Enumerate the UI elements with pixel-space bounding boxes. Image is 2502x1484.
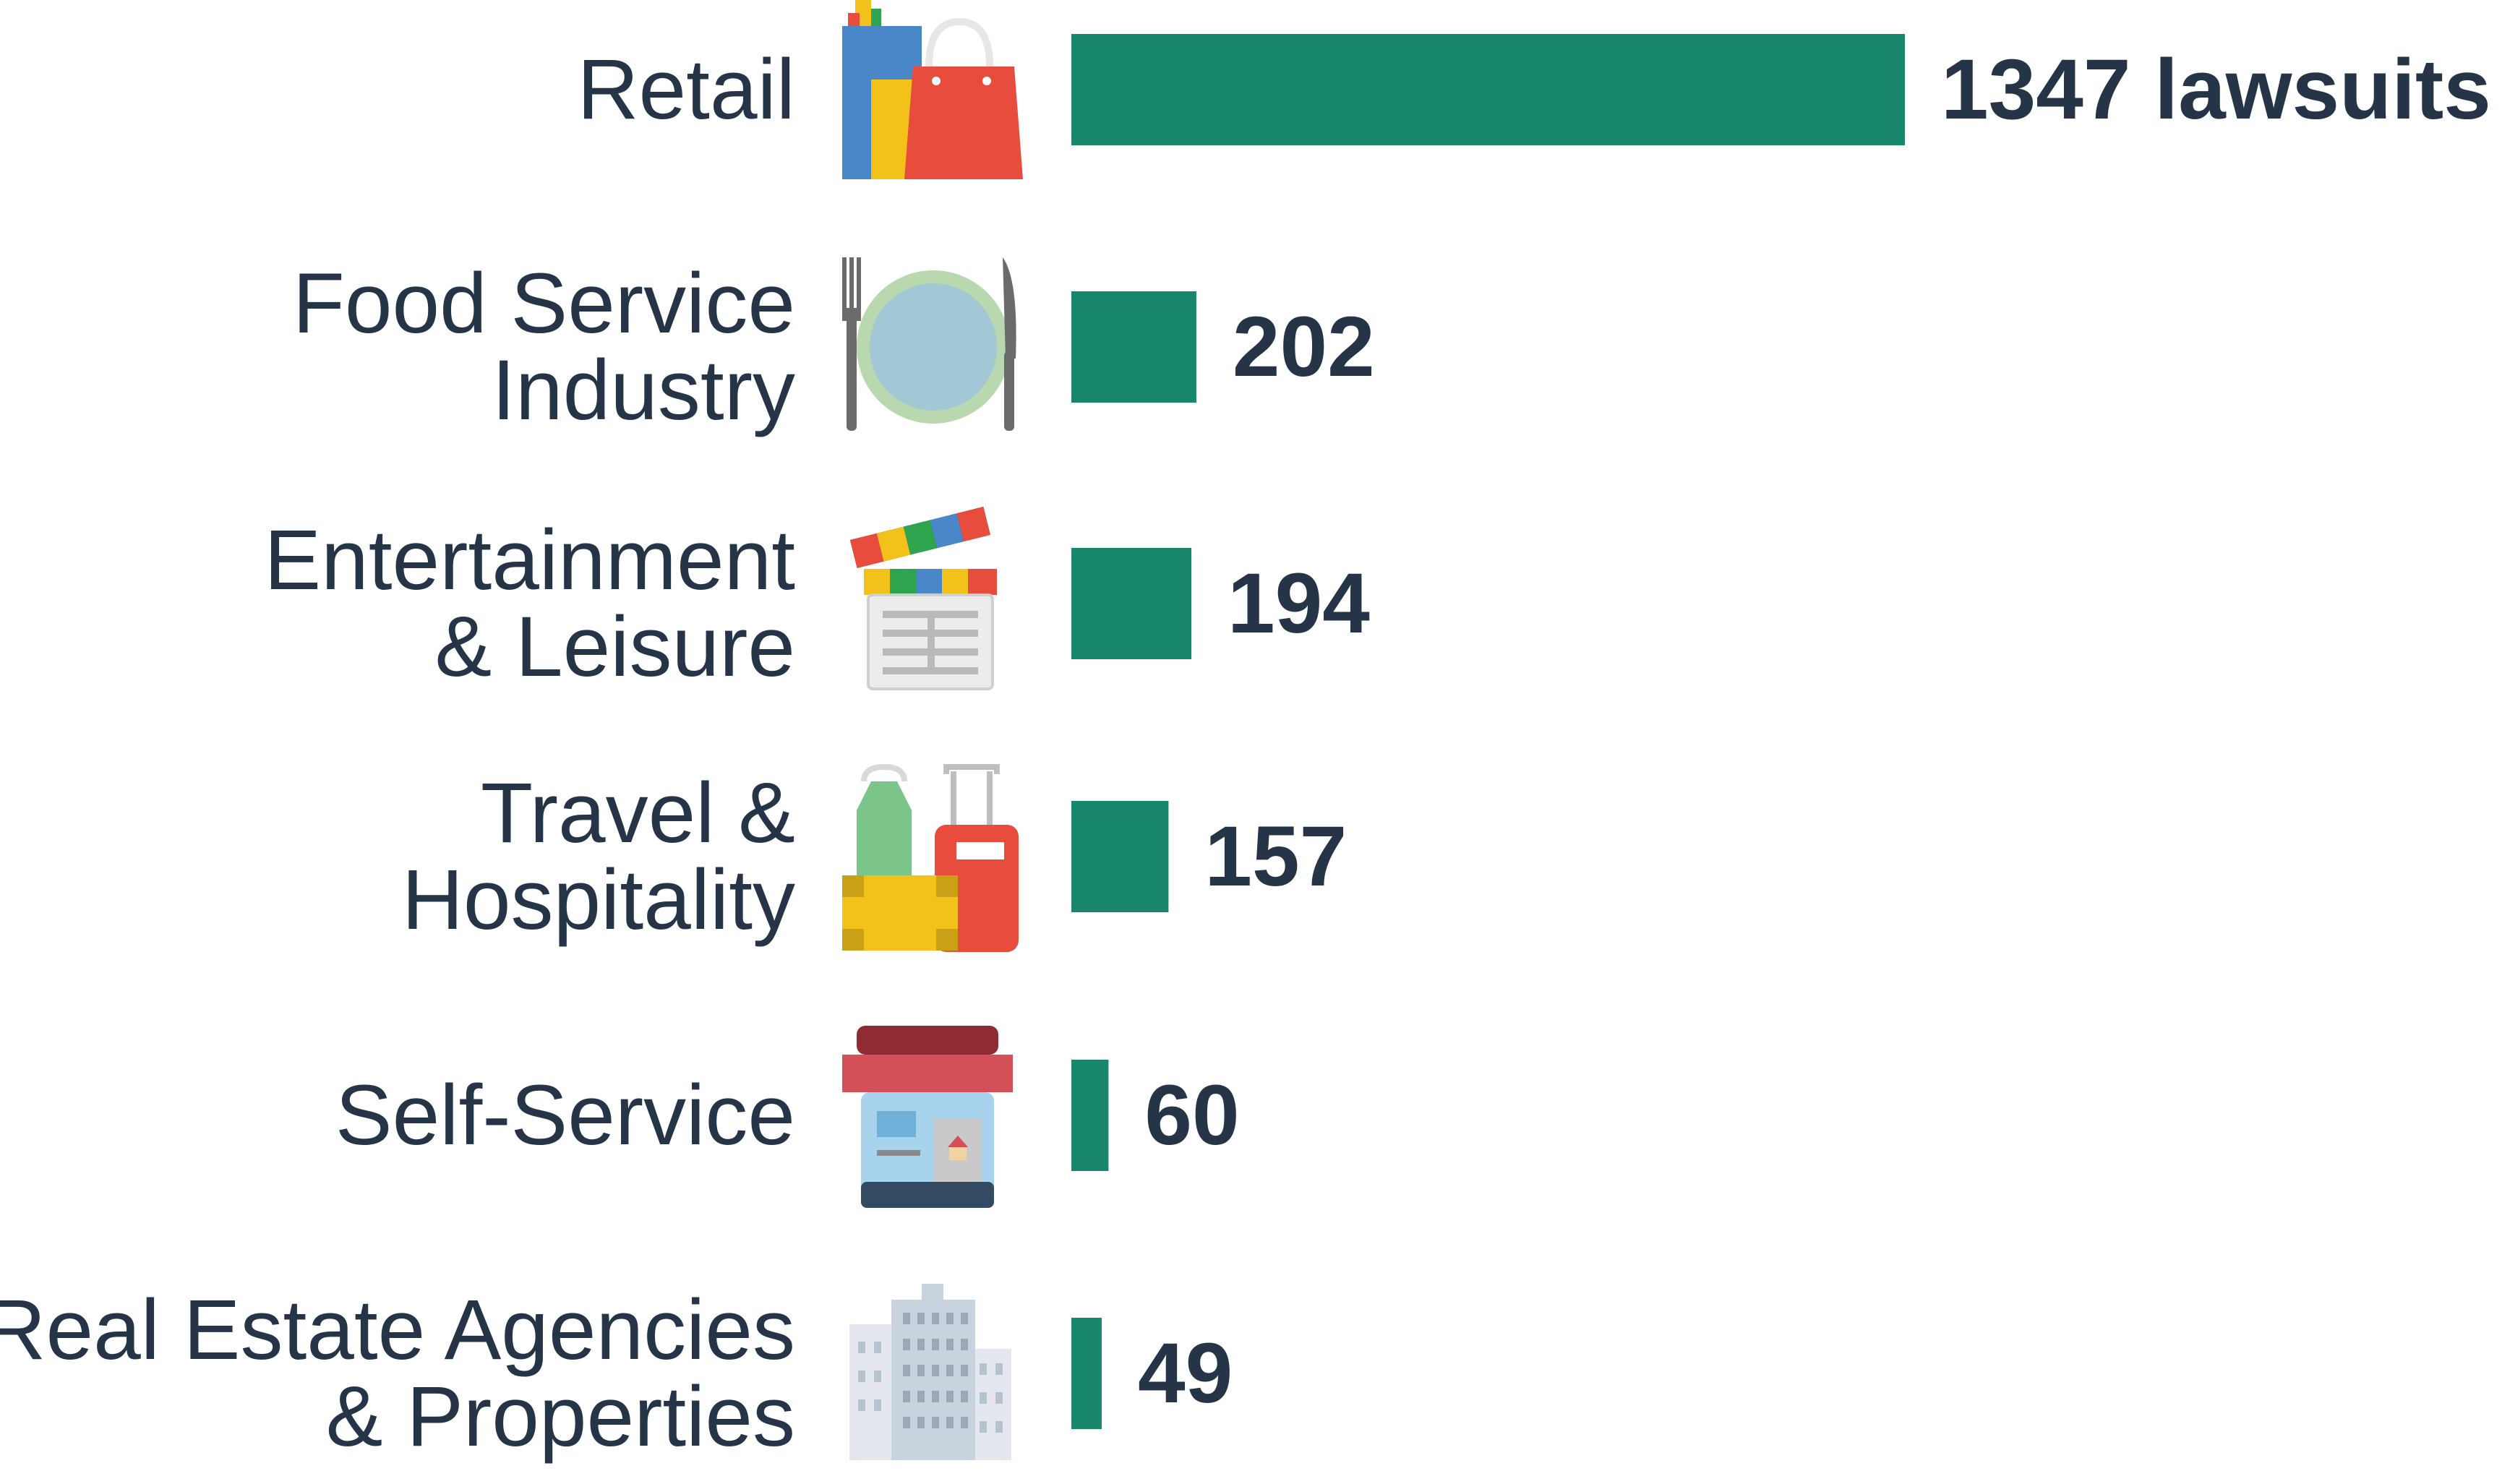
bar-row: Real Estate Agencies & Properties 49 <box>0 1282 1233 1464</box>
shopping-bags-icon <box>842 0 1023 179</box>
bar <box>1071 1318 1102 1429</box>
bar <box>1071 801 1169 912</box>
bar-row: Retail 1347 lawsuits <box>577 0 2491 179</box>
bar <box>1071 291 1196 403</box>
category-label-line: Self-Service <box>335 1068 795 1163</box>
category-label-line: & Leisure <box>434 599 795 695</box>
value-label: 157 <box>1204 809 1347 904</box>
buildings-icon <box>849 1284 1011 1460</box>
plate-cutlery-icon <box>842 257 1016 431</box>
bar <box>1071 34 1905 145</box>
category-label-line: Real Estate Agencies <box>0 1282 795 1378</box>
value-label: 1347 lawsuits <box>1941 42 2491 137</box>
bar <box>1071 548 1192 659</box>
value-label: 60 <box>1144 1068 1239 1163</box>
category-label-line: Travel & <box>481 765 795 861</box>
value-label: 202 <box>1233 299 1375 395</box>
value-label: 194 <box>1228 556 1370 651</box>
bar <box>1071 1060 1109 1171</box>
category-label: Retail <box>577 42 795 137</box>
category-label: Real Estate Agencies & Properties <box>0 1282 795 1464</box>
clapperboard-icon <box>848 505 998 690</box>
category-label: Self-Service <box>335 1068 795 1163</box>
bar-row: Self-Service 60 <box>335 1026 1240 1208</box>
bar-row: Entertainment & Leisure 194 <box>264 505 1370 695</box>
luggage-icon <box>842 767 1019 952</box>
category-label-line: Industry <box>492 343 795 438</box>
value-label: 49 <box>1138 1326 1233 1421</box>
category-label-line: Food Service <box>293 256 795 351</box>
bar-row: Travel & Hospitality 157 <box>402 765 1347 952</box>
category-label: Food Service Industry <box>293 256 795 438</box>
category-label: Entertainment & Leisure <box>264 512 795 695</box>
category-label: Travel & Hospitality <box>402 765 795 948</box>
storefront-tablet-icon <box>842 1026 1013 1208</box>
category-label-line: Entertainment <box>264 512 795 608</box>
category-label-line: & Properties <box>326 1369 795 1464</box>
category-label-line: Hospitality <box>402 852 795 948</box>
bar-row: Food Service Industry 202 <box>293 256 1375 438</box>
category-label-line: Retail <box>577 42 795 137</box>
